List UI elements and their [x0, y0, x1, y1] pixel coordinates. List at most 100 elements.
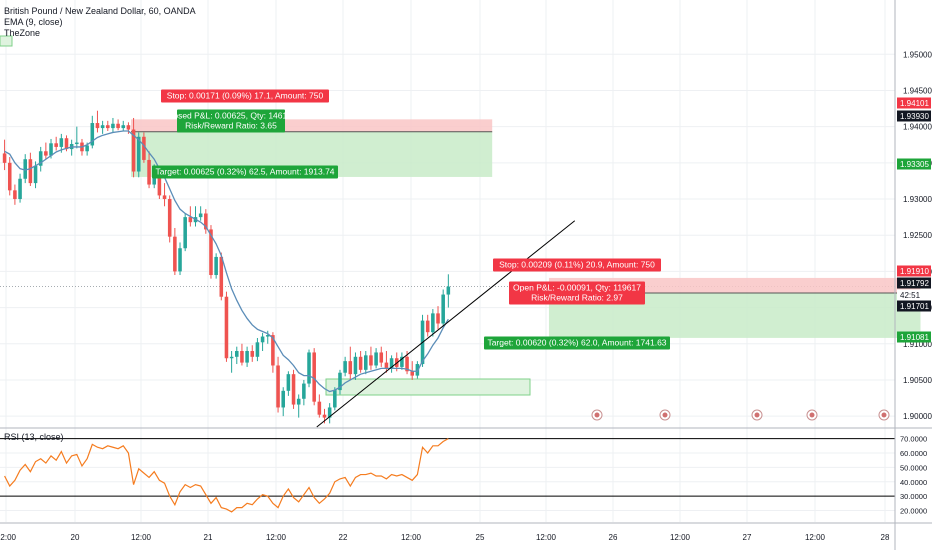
- time-tick-label: 26: [609, 533, 618, 542]
- candle-body: [173, 236, 177, 272]
- price-badge-label: 42:51: [900, 291, 921, 300]
- ema-9-line: [4, 130, 449, 393]
- time-tick-label: 12:00: [805, 533, 826, 542]
- price-badge-bg: [897, 97, 931, 109]
- candle-body: [59, 138, 64, 147]
- candle-body: [348, 361, 353, 375]
- time-tick-label: 20: [71, 533, 80, 542]
- candle-body: [446, 286, 451, 295]
- candle-body: [49, 143, 53, 156]
- event-marker-dot: [754, 412, 760, 418]
- position-1-target-label-bg: [152, 165, 338, 179]
- candle-body: [431, 313, 435, 333]
- price-badge-bg: [897, 277, 931, 289]
- price-badge-label: 1.93930: [900, 112, 929, 121]
- event-markers[interactable]: [591, 409, 890, 421]
- price-badge-bg: [897, 265, 931, 277]
- position-2-target-label-bg: [484, 336, 670, 350]
- candle-body: [90, 123, 95, 146]
- grid-lines: [0, 0, 895, 522]
- price-tick-label: 1.91000: [903, 340, 932, 349]
- position-2-stop-label-bg: [493, 258, 661, 272]
- position-1-pnl-label-bg: [177, 109, 285, 133]
- candle-body: [188, 217, 193, 223]
- ema-legend[interactable]: EMA (9, close): [4, 17, 63, 27]
- candle-body: [343, 361, 347, 373]
- time-tick-label: 12:00: [0, 533, 17, 542]
- candle-body: [276, 365, 280, 408]
- candle-body: [224, 296, 229, 359]
- rsi-tick-label: 60.0000: [900, 449, 927, 458]
- candle-body: [250, 351, 255, 357]
- position-1-target-label: Target: 0.00625 (0.32%) 62.5, Amount: 19…: [155, 167, 334, 177]
- candle-body: [410, 371, 414, 376]
- candle-body: [157, 170, 162, 196]
- candle-body: [260, 336, 265, 343]
- candle-body: [100, 125, 105, 129]
- position-2-pnl-label-bg: [509, 281, 645, 305]
- candle-body: [425, 320, 430, 333]
- candle-body: [333, 390, 337, 408]
- ema-line: [4, 130, 449, 393]
- event-marker-dot: [662, 412, 668, 418]
- price-badge-bg: [897, 331, 931, 343]
- price-badge-label: 1.91910: [900, 267, 929, 276]
- candle-body: [95, 123, 100, 129]
- trend-line[interactable]: [316, 220, 576, 428]
- rsi-tick-label: 40.0000: [900, 478, 927, 487]
- price-tick-label: 1.92500: [903, 231, 932, 240]
- position-labels: Stop: 0.00171 (0.09%) 17.1, Amount: 750 C…: [152, 89, 670, 350]
- zone-legend[interactable]: TheZone: [4, 28, 41, 38]
- rsi-tick-label: 70.0000: [900, 435, 927, 444]
- price-badge-label: 1.94101: [900, 99, 929, 108]
- candle-body: [353, 356, 358, 375]
- candle-body: [2, 153, 7, 163]
- time-tick-label: 12:00: [670, 533, 691, 542]
- candle-body: [111, 123, 115, 129]
- candle-body: [116, 123, 120, 129]
- candle-body: [245, 351, 249, 363]
- price-tick-label: 1.93000: [903, 195, 932, 204]
- candle-body: [322, 414, 327, 418]
- candle-body: [229, 356, 234, 359]
- rsi-legend[interactable]: RSI (13, close): [4, 432, 64, 442]
- candle-body: [18, 178, 22, 200]
- position-tools[interactable]: [131, 119, 921, 338]
- candle-body: [338, 372, 342, 391]
- price-tick-label: 1.94000: [903, 123, 932, 132]
- candle-body: [214, 256, 218, 276]
- price-badge-bg: [897, 300, 931, 312]
- candle-body: [240, 351, 244, 363]
- candle-body: [235, 351, 239, 357]
- candle-body: [85, 145, 89, 152]
- trendline: [316, 220, 576, 428]
- price-badge-label: 1.93305: [900, 160, 929, 169]
- zone-marker-top-left: [0, 35, 13, 47]
- candle-body: [136, 136, 141, 172]
- candle-body: [281, 390, 285, 408]
- candle-body: [255, 342, 260, 357]
- candle-body: [302, 383, 306, 399]
- rsi-panel: [0, 438, 895, 513]
- rsi-line: [4, 438, 449, 513]
- candle-body: [162, 195, 167, 200]
- time-tick-label: 27: [743, 533, 752, 542]
- candle-body: [436, 313, 440, 324]
- candle-body: [379, 352, 384, 363]
- time-tick-label: 25: [476, 533, 485, 542]
- zone-box: [0, 35, 531, 396]
- position-2-stop-label: Stop: 0.00209 (0.11%) 20.9, Amount: 750: [499, 260, 655, 270]
- chart-title[interactable]: British Pound / New Zealand Dollar, 60, …: [4, 6, 196, 16]
- candle-body: [33, 165, 38, 184]
- candle-body: [126, 125, 131, 130]
- price-tick-label: 1.95000: [903, 50, 932, 59]
- candle-body: [131, 129, 136, 172]
- position-1-pnl-label: Closed P&L: 0.00625, Qty: 146198: [165, 111, 297, 121]
- price-badge-label: 1.91792: [900, 279, 929, 288]
- candle-body: [317, 401, 322, 415]
- candle-body: [271, 335, 275, 366]
- rsi-tick-label: 30.0000: [900, 492, 927, 501]
- candle-body: [121, 125, 126, 129]
- time-tick-label: 12:00: [266, 533, 287, 542]
